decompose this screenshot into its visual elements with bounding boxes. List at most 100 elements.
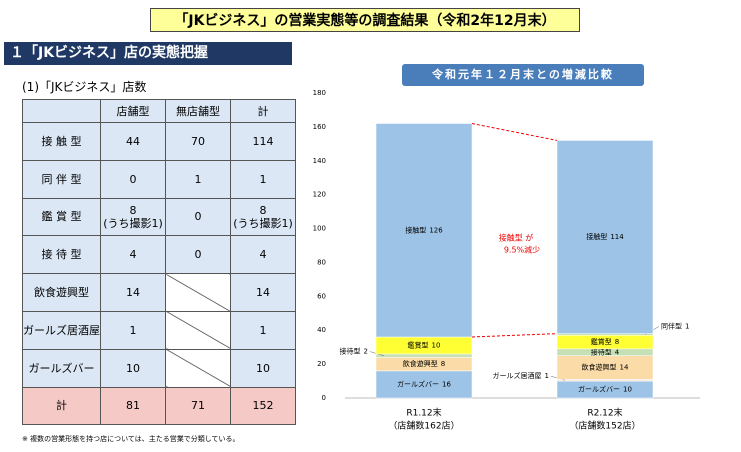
table-cell: 14	[100, 273, 166, 312]
table-cell: 114	[230, 122, 296, 161]
empty-cell	[165, 310, 231, 350]
value-label: 10	[623, 386, 632, 394]
bar-segment	[556, 333, 654, 336]
value-label: 8	[615, 338, 619, 346]
table-cell: 0	[100, 159, 166, 199]
empty-cell	[165, 273, 231, 312]
series-name: 接待型	[340, 347, 361, 356]
footnote: ※ 複数の営業形態を持つ店については、主たる営業で分類している。	[22, 435, 240, 443]
table-cell: 1	[100, 310, 166, 350]
category-label: R1.12末	[406, 407, 441, 419]
series-name: 接待型	[591, 347, 612, 356]
row-label: 接 触 型	[22, 122, 101, 161]
y-tick-label: 140	[313, 157, 326, 165]
value-label: 10	[432, 341, 441, 349]
series-name: 同伴型	[661, 321, 682, 330]
value-label: 8	[441, 360, 445, 368]
y-tick-label: 20	[317, 360, 326, 368]
row-label: 同 伴 型	[22, 159, 101, 199]
row-label: ガールズバー	[22, 348, 101, 388]
value-label: 2	[364, 348, 368, 356]
table-cell: 152	[230, 386, 296, 426]
segment-label: 飲食遊興型 8	[403, 359, 445, 368]
table-cell: 10	[100, 348, 166, 388]
y-tick-label: 80	[317, 258, 326, 266]
table-cell: 10	[230, 348, 296, 388]
table-cell: 1	[230, 159, 296, 199]
bar-segment	[375, 353, 473, 358]
segment-label: 接待型 2	[340, 347, 368, 356]
series-name: 接触型	[405, 225, 426, 234]
segment-label: 飲食遊興型 14	[582, 363, 629, 372]
segment-label: 接待型 4	[591, 347, 620, 356]
table-row: 店舗型 無店舗型計	[22, 99, 296, 123]
series-name: 鑑賞型	[408, 340, 429, 349]
y-tick-label: 60	[317, 292, 326, 300]
segment-label: ガールズバー 10	[578, 385, 632, 394]
table-row: 飲食遊興型 14 14	[22, 273, 296, 312]
page-title: 「JKビジネス」の営業実態等の調査結果（令和2年12月末）	[150, 8, 580, 32]
y-tick-label: 120	[313, 191, 326, 199]
table-cell: 70	[165, 122, 231, 161]
value-label: 16	[442, 380, 451, 388]
table-cell: 0	[165, 197, 231, 237]
table-row: 接 触 型 44 70 114	[22, 122, 296, 161]
value-label: 114	[610, 233, 624, 241]
table-cell: 8 (うち撮影1)	[230, 197, 296, 237]
table-cell: 1	[230, 310, 296, 350]
table-cell: 4	[230, 235, 296, 275]
table-cell: 81	[100, 386, 166, 426]
row-label: ガールズ居酒屋	[22, 310, 101, 350]
empty-cell	[165, 348, 231, 388]
series-name: 接触型	[586, 232, 607, 241]
row-label: 計	[22, 386, 101, 426]
series-name: ガールズ居酒屋	[493, 371, 542, 380]
table-cell: 14	[230, 273, 296, 312]
table-row: 計 81 71 152	[22, 386, 296, 426]
segment-label: 鑑賞型 8	[591, 337, 619, 346]
value-label: 14	[620, 364, 629, 372]
bar-segment	[375, 370, 473, 399]
row-label: 飲食遊興型	[22, 273, 101, 312]
y-tick-label: 180	[313, 89, 326, 97]
series-name: ガールズバー	[578, 385, 620, 394]
category-sublabel: （店舗数152店）	[569, 420, 640, 432]
segment-label: 接触型 114	[586, 232, 624, 241]
segment-label: ガールズバー 16	[397, 379, 451, 388]
table-row: ガールズ居酒屋 1 1	[22, 310, 296, 350]
series-name: ガールズバー	[397, 379, 439, 388]
value-label: 4	[615, 348, 620, 356]
value-label: 1	[545, 372, 549, 380]
value-label: 126	[429, 226, 443, 234]
series-name: 鑑賞型	[591, 337, 612, 346]
table-cell: 8 (うち撮影1)	[100, 197, 166, 237]
y-tick-label: 100	[313, 225, 326, 233]
table-cell: 71	[165, 386, 231, 426]
header-cell: 店舗型	[100, 99, 166, 123]
y-tick-label: 0	[322, 394, 326, 402]
annotation: 接触型 が	[499, 233, 534, 243]
header-cell: 計	[230, 99, 296, 123]
corner-cell	[22, 99, 101, 123]
trend-line	[471, 333, 558, 338]
subheading: (1)「JKビジネス」店数	[22, 80, 147, 94]
segment-label: 接触型 126	[405, 225, 443, 234]
bar-segment	[556, 379, 654, 382]
bar-segment	[556, 140, 654, 334]
table-cell: 0	[165, 235, 231, 275]
header-cell: 無店舗型	[165, 99, 231, 123]
annotation: 9.5%減少	[504, 245, 540, 255]
table-cell: 1	[165, 159, 231, 199]
category-sublabel: （店舗数162店）	[388, 420, 459, 432]
series-name: 飲食遊興型	[582, 363, 617, 372]
segment-label: ガールズ居酒屋 1	[493, 371, 549, 380]
table-cell: 4	[100, 235, 166, 275]
bar-segment	[375, 123, 473, 338]
section-header: １「JKビジネス」店の実態把握	[4, 42, 292, 65]
y-tick-label: 40	[317, 326, 326, 334]
table-row: ガールズバー 10 10	[22, 348, 296, 388]
